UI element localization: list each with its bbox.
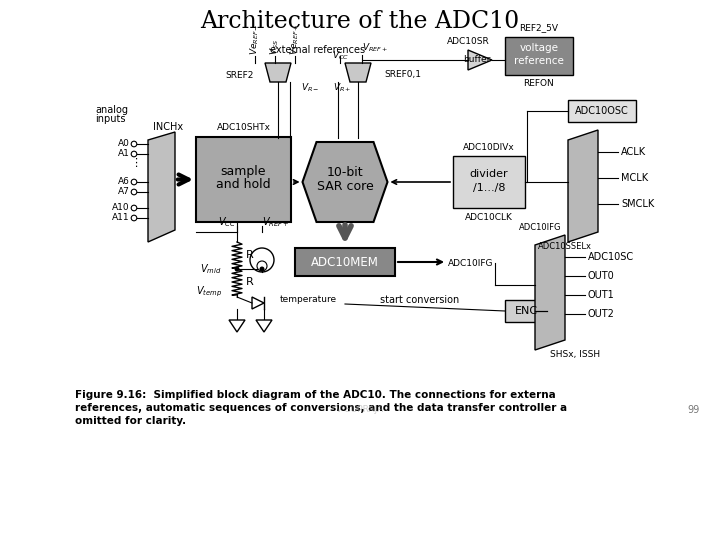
Text: temperature: temperature bbox=[280, 295, 337, 305]
Polygon shape bbox=[468, 50, 492, 70]
Bar bbox=[196, 137, 291, 222]
Text: V SUPRAJA: V SUPRAJA bbox=[336, 406, 384, 415]
Text: SMCLK: SMCLK bbox=[621, 199, 654, 209]
Circle shape bbox=[131, 189, 137, 195]
Text: R: R bbox=[246, 277, 254, 287]
Text: R: R bbox=[246, 250, 254, 260]
Text: ADC10MEM: ADC10MEM bbox=[311, 255, 379, 268]
Text: $V_{SS}$: $V_{SS}$ bbox=[269, 39, 282, 55]
Text: A10: A10 bbox=[112, 204, 130, 213]
Text: MCLK: MCLK bbox=[621, 173, 648, 183]
Text: external references: external references bbox=[271, 45, 366, 55]
Bar bbox=[505, 300, 547, 322]
Text: and hold: and hold bbox=[216, 178, 271, 191]
Circle shape bbox=[257, 261, 267, 271]
Text: $V_{CC}$: $V_{CC}$ bbox=[218, 215, 236, 229]
Circle shape bbox=[131, 141, 137, 147]
Text: $V_{REF+}$: $V_{REF+}$ bbox=[262, 215, 290, 229]
Text: $V_{temp}$: $V_{temp}$ bbox=[196, 285, 222, 299]
Text: voltage: voltage bbox=[520, 43, 559, 53]
Circle shape bbox=[235, 267, 240, 272]
Text: 10-bit: 10-bit bbox=[327, 165, 364, 179]
Text: A6: A6 bbox=[118, 178, 130, 186]
Text: ADC10CLK: ADC10CLK bbox=[465, 213, 513, 221]
Text: ACLK: ACLK bbox=[621, 147, 646, 157]
Text: $V_{R+}$: $V_{R+}$ bbox=[333, 82, 351, 94]
Text: ADC10DIVx: ADC10DIVx bbox=[463, 143, 515, 152]
Circle shape bbox=[131, 205, 137, 211]
Text: SAR core: SAR core bbox=[317, 179, 374, 192]
Text: $Ve_{REF+}$: $Ve_{REF+}$ bbox=[289, 23, 301, 55]
Text: ADC10SSELx: ADC10SSELx bbox=[538, 242, 592, 251]
Text: buffer: buffer bbox=[463, 56, 491, 64]
Circle shape bbox=[131, 215, 137, 221]
Text: ADC10SR: ADC10SR bbox=[446, 37, 490, 46]
Text: $V_{CC}$: $V_{CC}$ bbox=[331, 50, 348, 62]
Circle shape bbox=[131, 179, 137, 185]
Polygon shape bbox=[568, 130, 598, 242]
Bar bbox=[295, 248, 395, 276]
Text: start conversion: start conversion bbox=[380, 295, 459, 305]
Text: A11: A11 bbox=[112, 213, 130, 222]
Text: ADC10IFG: ADC10IFG bbox=[448, 259, 493, 267]
Bar bbox=[568, 100, 636, 122]
Text: analog: analog bbox=[95, 105, 128, 115]
Text: OUT1: OUT1 bbox=[588, 290, 615, 300]
Text: /1.../8: /1.../8 bbox=[473, 183, 505, 193]
Polygon shape bbox=[256, 320, 272, 332]
Text: Architecture of the ADC10: Architecture of the ADC10 bbox=[200, 10, 520, 33]
Bar bbox=[505, 37, 573, 75]
Text: omitted for clarity.: omitted for clarity. bbox=[75, 416, 186, 426]
Polygon shape bbox=[148, 132, 175, 242]
Text: ADC10OSC: ADC10OSC bbox=[575, 106, 629, 116]
Text: inputs: inputs bbox=[95, 114, 125, 124]
Text: $V_{R-}$: $V_{R-}$ bbox=[301, 82, 319, 94]
Polygon shape bbox=[265, 63, 291, 82]
Circle shape bbox=[250, 248, 274, 272]
Text: $Ve_{REF-}$: $Ve_{REF-}$ bbox=[248, 23, 261, 55]
Polygon shape bbox=[302, 142, 387, 222]
Text: OUT0: OUT0 bbox=[588, 271, 615, 281]
Text: ADC10SC: ADC10SC bbox=[588, 252, 634, 262]
Circle shape bbox=[131, 151, 137, 157]
Text: ⋮: ⋮ bbox=[130, 158, 142, 168]
Text: OUT2: OUT2 bbox=[588, 309, 615, 319]
Text: sample: sample bbox=[221, 165, 266, 178]
Polygon shape bbox=[345, 63, 371, 82]
Text: INCHx: INCHx bbox=[153, 122, 183, 132]
Text: REFON: REFON bbox=[523, 79, 554, 89]
Text: $V_{mid}$: $V_{mid}$ bbox=[200, 262, 222, 276]
Polygon shape bbox=[535, 235, 565, 350]
Text: references, automatic sequences of conversions, and the data transfer controller: references, automatic sequences of conve… bbox=[75, 403, 567, 413]
Text: ADC10SHTx: ADC10SHTx bbox=[217, 124, 271, 132]
Polygon shape bbox=[252, 297, 264, 309]
Text: divider: divider bbox=[469, 169, 508, 179]
Text: ENC: ENC bbox=[514, 306, 538, 316]
Text: Figure 9.16:  Simplified block diagram of the ADC10. The connections for externa: Figure 9.16: Simplified block diagram of… bbox=[75, 390, 556, 400]
Text: ADC10IFG: ADC10IFG bbox=[518, 223, 562, 232]
Circle shape bbox=[259, 267, 264, 272]
Text: SHSx, ISSH: SHSx, ISSH bbox=[550, 349, 600, 359]
Polygon shape bbox=[229, 320, 245, 332]
Text: A0: A0 bbox=[118, 139, 130, 148]
Bar bbox=[453, 156, 525, 208]
Text: A7: A7 bbox=[118, 187, 130, 197]
Text: SREF2: SREF2 bbox=[225, 71, 254, 79]
Text: SREF0,1: SREF0,1 bbox=[384, 71, 421, 79]
Text: A1: A1 bbox=[118, 150, 130, 159]
Text: reference: reference bbox=[514, 56, 564, 66]
Text: $V_{REF+}$: $V_{REF+}$ bbox=[362, 42, 388, 54]
Text: 99: 99 bbox=[688, 405, 700, 415]
Text: REF2_5V: REF2_5V bbox=[520, 24, 559, 32]
